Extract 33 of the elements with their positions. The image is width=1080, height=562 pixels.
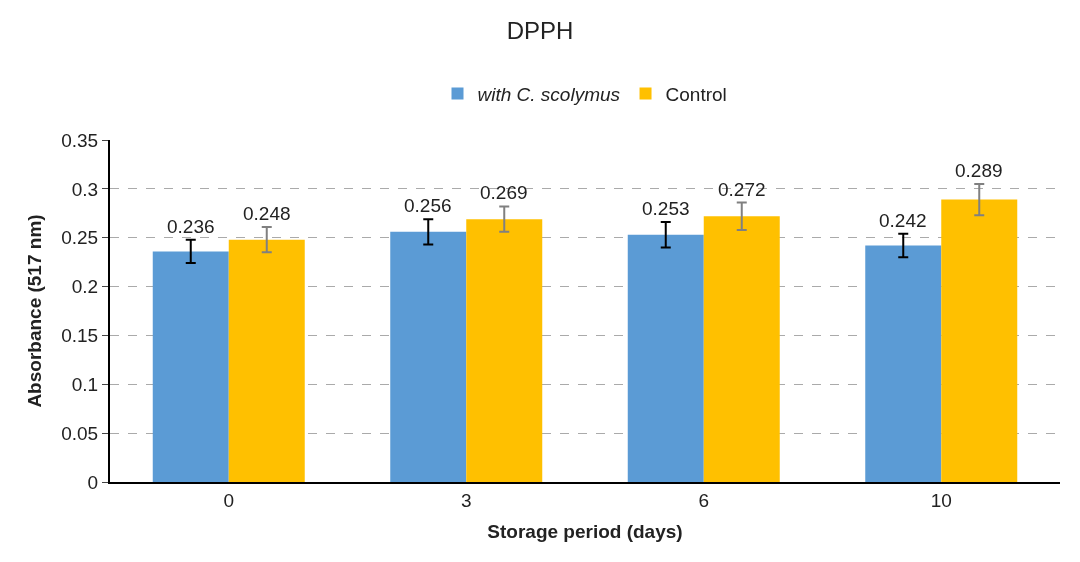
- bar: [390, 231, 467, 482]
- legend-label: Control: [665, 83, 727, 105]
- x-tick-label: 10: [930, 489, 952, 511]
- y-tick-label: 0.3: [71, 178, 99, 200]
- y-tick-label: 0.25: [61, 227, 99, 249]
- chart-title: DPPH: [506, 17, 574, 45]
- data-label: 0.272: [718, 179, 766, 200]
- x-tick-label: 6: [698, 489, 710, 511]
- x-tick-label: 0: [223, 489, 235, 511]
- data-label: 0.253: [642, 198, 690, 219]
- x-axis-title: Storage period (days): [487, 521, 683, 543]
- bar: [152, 251, 229, 482]
- bar: [228, 239, 305, 482]
- bar: [865, 245, 942, 482]
- data-label: 0.236: [167, 216, 215, 237]
- data-label: 0.269: [480, 182, 528, 203]
- data-label: 0.289: [955, 160, 1003, 181]
- y-tick-label: 0: [87, 471, 99, 493]
- data-label: 0.248: [243, 203, 291, 224]
- y-tick-label: 0.1: [71, 373, 99, 395]
- y-tick-label: 0.2: [71, 276, 99, 298]
- bar: [941, 199, 1018, 482]
- data-label: 0.256: [404, 195, 452, 216]
- y-tick-label: 0.15: [61, 325, 99, 347]
- legend-label: with C. scolymus: [477, 83, 621, 105]
- x-tick-label: 3: [460, 489, 472, 511]
- y-tick-label: 0.35: [61, 129, 99, 151]
- bar: [703, 216, 780, 482]
- bar: [466, 219, 543, 482]
- bar: [627, 234, 704, 482]
- y-tick-label: 0.05: [61, 422, 99, 444]
- y-axis-title: Absorbance (517 nm): [23, 214, 45, 408]
- data-label: 0.242: [879, 210, 927, 231]
